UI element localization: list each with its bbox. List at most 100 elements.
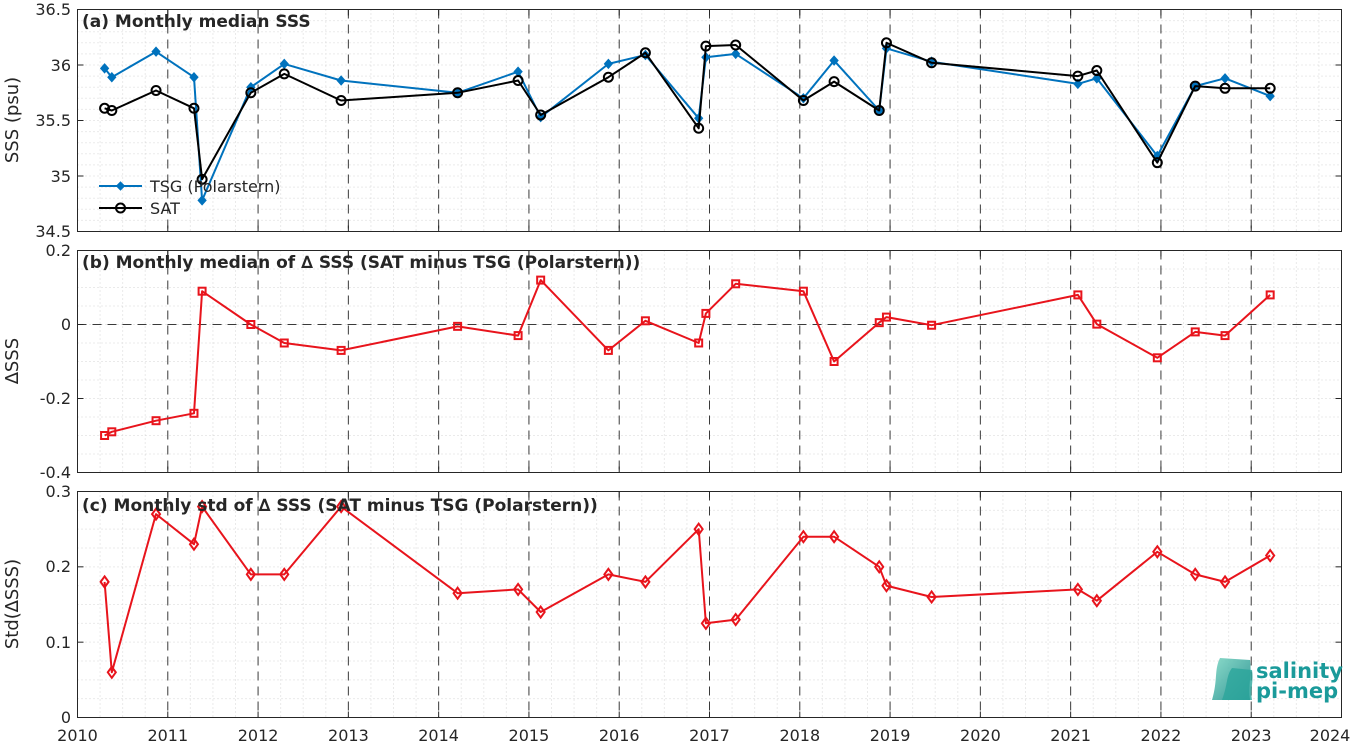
- panel-a-data-point: [335, 95, 347, 107]
- panel-b-data-point: [336, 345, 346, 355]
- panel-c-data-point: [828, 529, 840, 544]
- panel-a-ytick-label: 35: [51, 167, 71, 186]
- panel-b-data-point: [151, 416, 161, 426]
- panel-c-data-point: [1264, 548, 1276, 563]
- x-tick-labels: 2010 2011 2012 2013 2014 2015 2016 2017 …: [57, 726, 1350, 745]
- panel-b-ytick-label: 0.2: [46, 241, 71, 260]
- panel-a-data-point: [188, 102, 200, 114]
- x-tick-label: 2010: [57, 726, 98, 745]
- panel-b-data-point: [1265, 290, 1275, 300]
- panel-c-data-point: [99, 574, 110, 590]
- panel-a-data-point: [1072, 70, 1084, 82]
- panel-a-data-point: [189, 71, 199, 83]
- panel-b-frame: [77, 250, 1342, 473]
- panel-a-data-point: [639, 47, 651, 59]
- panel-a-ytick-label: 36.5: [35, 0, 71, 19]
- panel-b-data-point: [1190, 327, 1200, 337]
- panel-c-data-point: [188, 537, 200, 552]
- legend-tsg-label: TSG (Polarstern): [149, 177, 280, 196]
- panel-a-legend: TSG (Polarstern) SAT: [99, 177, 280, 218]
- panel-b-title: (b) Monthly median of ∆ SSS (SAT minus T…: [82, 253, 640, 273]
- panel-a-data-point: [336, 75, 346, 86]
- panel-b-data-point: [798, 286, 808, 296]
- panel-a-data-point: [730, 39, 742, 51]
- panel-b-data-point: [453, 321, 463, 331]
- panel-a-title: (a) Monthly median SSS: [82, 12, 311, 32]
- panel-a-data-point: [1264, 82, 1276, 94]
- x-tick-label: 2016: [599, 726, 640, 745]
- panel-c-data-point: [150, 506, 162, 522]
- panel-c-data-point: [245, 567, 257, 582]
- panel-a-grid: [77, 9, 1342, 232]
- panel-c-data-point: [798, 529, 809, 544]
- panel-c-data-point: [730, 612, 741, 627]
- panel-b-ytick-labels: -0.4 -0.2 0 0.2: [40, 241, 71, 482]
- logo-line2: pi-mep: [1256, 679, 1338, 703]
- panel-b-ytick-label: 0: [61, 315, 71, 334]
- panel-a-data-point: [513, 66, 523, 77]
- panel-a-data-point: [926, 57, 938, 69]
- panel-b-data-point: [197, 286, 207, 296]
- panel-b-data-point: [1220, 331, 1230, 341]
- panel-c-data-point: [452, 585, 463, 601]
- panel-c-data-point: [279, 567, 290, 582]
- panel-c-data-point: [106, 665, 118, 680]
- panel-a-data-point: [693, 122, 705, 134]
- panel-b: -0.4 -0.2 0 0.2 ∆SSS (b) Monthly median …: [2, 241, 1342, 482]
- panel-a-data-point: [731, 48, 741, 60]
- x-tick-label: 2015: [509, 726, 550, 745]
- panel-a-series-line-1: [104, 41, 1271, 181]
- x-tick-label: 2021: [1050, 726, 1091, 745]
- panel-b-series: [100, 275, 1275, 440]
- panel-a-data-point: [245, 87, 257, 99]
- x-tick-label: 2012: [238, 726, 279, 745]
- panel-c: 0 0.1 0.2 0.3 Std(∆SSS) (c) Monthly std …: [2, 482, 1342, 727]
- panel-b-data-point: [513, 331, 523, 341]
- panel-c-ytick-label: 0.2: [46, 557, 71, 576]
- x-tick-label: 2014: [418, 726, 459, 745]
- panel-a-data-point: [99, 102, 111, 114]
- x-tick-label: 2024: [1310, 726, 1351, 745]
- panel-a-ytick-label: 34.5: [35, 222, 71, 241]
- panel-b-data-point: [246, 320, 256, 329]
- x-tick-label: 2013: [328, 726, 369, 745]
- panel-c-grid: [77, 491, 1342, 718]
- panel-c-frame: [77, 491, 1342, 718]
- panel-b-data-point: [1152, 353, 1162, 363]
- panel-c-ytick-label: 0: [61, 708, 71, 727]
- panel-a-ytick-label: 36: [51, 56, 71, 75]
- panel-b-data-point: [881, 312, 891, 322]
- x-tick-label: 2022: [1141, 726, 1182, 745]
- panel-b-data-point: [1073, 290, 1083, 300]
- panel-a-data-point: [1219, 82, 1231, 94]
- panel-c-ytick-label: 0.1: [46, 633, 71, 652]
- panel-b-data-point: [640, 316, 650, 326]
- panel-b-data-point: [701, 308, 711, 318]
- panel-c-ytick-labels: 0 0.1 0.2 0.3: [46, 482, 71, 727]
- panel-c-data-point: [603, 567, 614, 582]
- panel-b-data-point: [829, 357, 839, 366]
- panel-a-data-point: [107, 71, 117, 83]
- panel-a-data-point: [1220, 73, 1230, 84]
- x-tick-label: 2019: [870, 726, 911, 745]
- logo-line1: salinity: [1256, 659, 1343, 683]
- panel-a-ytick-label: 35.5: [35, 111, 71, 130]
- panel-c-ylabel: Std(∆SSS): [2, 559, 23, 649]
- panel-b-data-point: [874, 318, 884, 328]
- panel-b-data-point: [189, 408, 199, 418]
- panel-c-data-point: [1190, 567, 1201, 582]
- panel-a-series: [99, 37, 1276, 206]
- panel-a-data-point: [99, 63, 110, 74]
- panel-c-data-point: [535, 604, 546, 620]
- panel-a-frame: [77, 9, 1342, 232]
- panel-b-ytick-label: -0.2: [40, 389, 71, 408]
- x-tick-label: 2020: [960, 726, 1001, 745]
- panel-c-data-point: [881, 578, 892, 593]
- panel-b-ylabel: ∆SSS: [2, 338, 23, 385]
- panel-a-ylabel: SSS (psu): [2, 77, 23, 163]
- panel-c-data-point: [512, 582, 524, 597]
- panel-a-data-point: [452, 87, 464, 99]
- panel-b-grid: [77, 250, 1342, 473]
- panel-a-data-point: [1092, 73, 1102, 84]
